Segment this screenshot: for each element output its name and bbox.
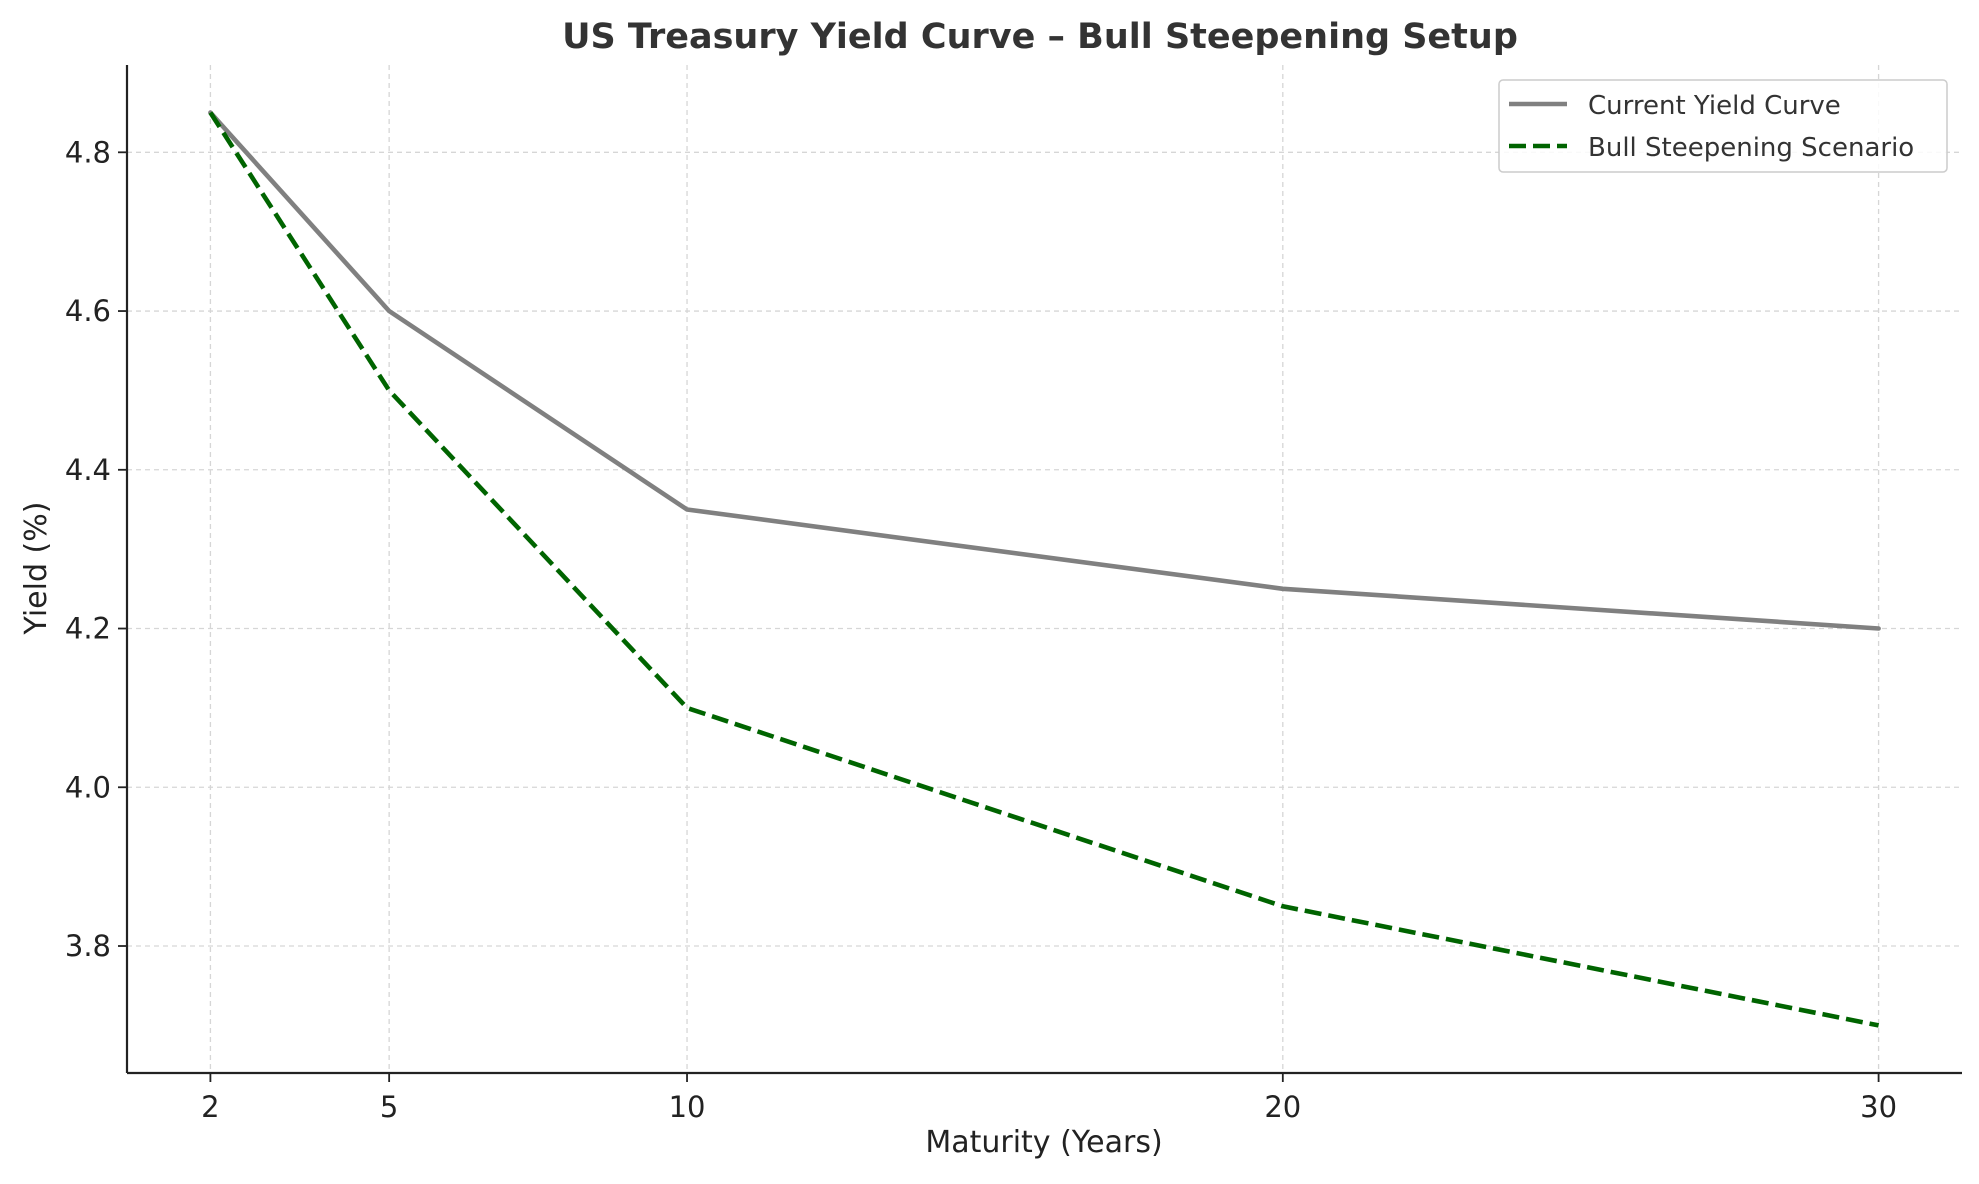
chart-title: US Treasury Yield Curve – Bull Steepenin…	[562, 17, 1518, 57]
x-tick-label: 30	[1860, 1090, 1897, 1124]
y-axis-label: Yield (%)	[19, 502, 54, 636]
legend: Current Yield Curve Bull Steepening Scen…	[1498, 79, 1948, 173]
legend-label-bull-steepening: Bull Steepening Scenario	[1588, 133, 1914, 163]
x-tick-label: 2	[201, 1090, 219, 1124]
y-tick-label: 3.8	[65, 929, 111, 963]
legend-box	[1498, 79, 1948, 173]
y-tick-label: 4.8	[65, 135, 111, 169]
y-tick-label: 4.4	[65, 453, 111, 487]
x-tick-label: 5	[380, 1090, 398, 1124]
x-tick-label: 20	[1264, 1090, 1301, 1124]
series-line-bull-steepening	[208, 111, 1880, 1028]
x-tick-label: 10	[669, 1090, 706, 1124]
tick-labels: 2 5 10 20 30 3.8 4.0 4.2 4.4 4.6 4.8	[65, 135, 1897, 1124]
series-line-current	[208, 110, 1881, 631]
x-axis-label: Maturity (Years)	[925, 1125, 1162, 1160]
y-tick-label: 4.2	[65, 612, 111, 646]
series-lines	[208, 110, 1881, 1028]
grid-lines	[127, 65, 1962, 1073]
y-tick-label: 4.6	[65, 294, 111, 328]
y-tick-label: 4.0	[65, 770, 111, 804]
legend-label-current: Current Yield Curve	[1588, 91, 1841, 121]
axes	[118, 65, 1962, 1082]
